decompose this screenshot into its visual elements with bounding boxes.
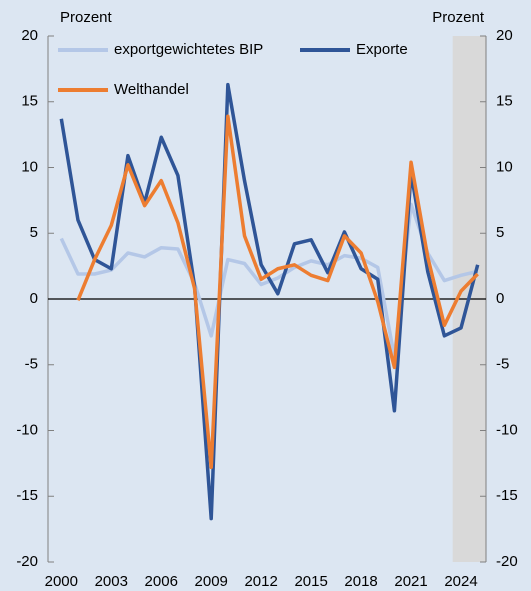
y-axis-label-left: Prozent: [60, 9, 113, 26]
y-tick-label-left: -10: [16, 421, 38, 438]
y-tick-label-right: 0: [496, 290, 504, 307]
legend-label: Welthandel: [114, 81, 189, 98]
y-tick-label-left: 20: [21, 27, 38, 44]
y-tick-label-right: -5: [496, 356, 509, 373]
x-tick-label: 2009: [195, 573, 228, 590]
series-line: [76, 114, 479, 470]
x-tick-label: 2012: [244, 573, 277, 590]
x-tick-label: 2018: [344, 573, 377, 590]
y-tick-label-right: -15: [496, 487, 518, 504]
y-tick-label-right: 10: [496, 158, 513, 175]
y-tick-label-right: 5: [496, 224, 504, 241]
y-tick-label-left: -5: [25, 356, 38, 373]
x-tick-label: 2021: [394, 573, 427, 590]
y-tick-label-right: -10: [496, 421, 518, 438]
y-tick-label-left: -20: [16, 553, 38, 570]
x-tick-label: 2003: [95, 573, 128, 590]
legend-label: Exporte: [356, 41, 408, 58]
x-tick-label: 2006: [145, 573, 178, 590]
y-tick-label-left: 5: [30, 224, 38, 241]
y-axis-label-right: Prozent: [432, 9, 485, 26]
y-tick-label-right: 20: [496, 27, 513, 44]
y-tick-label-left: 0: [30, 290, 38, 307]
y-tick-label-left: 15: [21, 93, 38, 110]
x-tick-label: 2015: [294, 573, 327, 590]
y-tick-label-right: 15: [496, 93, 513, 110]
x-tick-label: 2000: [45, 573, 78, 590]
legend-label: exportgewichtetes BIP: [114, 41, 263, 58]
y-tick-label-right: -20: [496, 553, 518, 570]
x-tick-label: 2024: [444, 573, 477, 590]
y-tick-label-left: 10: [21, 158, 38, 175]
y-tick-label-left: -15: [16, 487, 38, 504]
